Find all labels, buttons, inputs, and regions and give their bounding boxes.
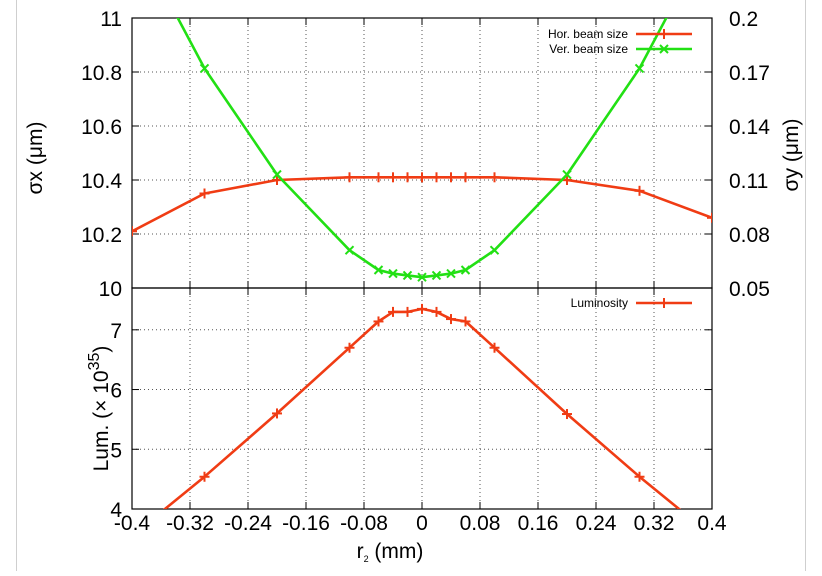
top-y-axis-label-text: σx (μm): [24, 122, 47, 195]
top-data-point: [417, 272, 427, 282]
top-y-tick-label: 10.2: [81, 224, 122, 247]
top-y-axis-label: σx (μm): [24, 122, 47, 195]
bottom-y-axis-label: Lum. (× 1035): [86, 346, 113, 472]
bottom-x-tick-label: -0.16: [282, 512, 330, 535]
bottom-x-tick-label: 0: [416, 512, 428, 535]
bottom-panel-frame: [131, 287, 713, 510]
x-axis-label: r2 (mm): [357, 540, 424, 564]
top-y2-tick-label: 0.2: [729, 8, 758, 31]
top-data-point: [272, 169, 282, 180]
legend-hor-beam-size-label: Hor. beam size: [548, 27, 628, 41]
top-y2-axis-label: σy (μm): [780, 119, 803, 192]
bottom-x-tick-label: -0.08: [340, 512, 388, 535]
bottom-x-tick-label: 0.4: [697, 512, 727, 535]
top-series-line-0: [132, 176, 712, 233]
bottom-y-axis-label-suffix: ): [90, 346, 113, 353]
top-y2-tick-label: 0.17: [729, 62, 770, 85]
legend-luminosity-label: Luminosity: [571, 296, 628, 310]
legend-ver-beam-size-marker: [659, 44, 669, 54]
bottom-x-tick-label: -0.32: [166, 512, 214, 535]
frame-border-left: [16, 0, 17, 571]
bottom-y-tick-label: 5: [110, 439, 122, 462]
bottom-x-tick-label: -0.24: [224, 512, 272, 535]
x-axis-label-subscript: 2: [364, 554, 369, 564]
x-axis-label-unit: (mm): [369, 540, 424, 563]
top-data-point: [199, 63, 210, 74]
top-y2-tick-label: 0.14: [729, 116, 770, 139]
top-y-tick-label: 10: [99, 278, 122, 301]
top-y2-axis-label-text: σy (μm): [780, 119, 803, 192]
top-data-point: [562, 169, 572, 180]
top-data-point: [388, 268, 398, 279]
frame-border-right: [805, 0, 806, 571]
top-data-point: [460, 265, 471, 275]
bottom-y-tick-label: 6: [110, 380, 122, 403]
bottom-y-tick-label: 4: [110, 499, 122, 522]
top-data-point: [446, 268, 456, 279]
top-data-point: [431, 270, 442, 281]
bottom-x-tick-label: -0.4: [114, 512, 151, 535]
legend-ver-beam-size-label: Ver. beam size: [549, 42, 628, 56]
top-y-tick-label: 10.4: [81, 170, 122, 193]
top-y-tick-label: 10.6: [81, 116, 122, 139]
bottom-series-line-0: [162, 307, 682, 509]
top-y2-tick-label: 0.08: [729, 224, 770, 247]
top-series-0: [132, 172, 712, 237]
top-data-point: [402, 270, 413, 281]
x-axis-label-symbol: r: [357, 540, 364, 563]
top-y-tick-label: 10.8: [81, 62, 122, 85]
top-data-point: [634, 63, 645, 74]
top-data-point: [344, 245, 355, 255]
bottom-x-tick-label: 0.16: [518, 512, 559, 535]
top-data-point: [489, 245, 500, 255]
bottom-y-axis-label-text: Lum. (× 10: [90, 370, 113, 471]
top-series-1: [176, 18, 668, 282]
bottom-y-axis-label-exponent: 35: [86, 353, 103, 371]
bottom-x-tick-label: 0.08: [460, 512, 501, 535]
bottom-x-tick-label: 0.24: [576, 512, 617, 535]
top-y2-tick-label: 0.11: [729, 170, 768, 193]
top-y2-tick-label: 0.05: [729, 278, 770, 301]
bottom-x-tick-label: 0.32: [634, 512, 675, 535]
bottom-series-0: [162, 303, 682, 509]
top-y-tick-label: 11: [100, 8, 122, 31]
top-data-point: [373, 265, 384, 275]
bottom-y-tick-label: 7: [110, 320, 122, 343]
